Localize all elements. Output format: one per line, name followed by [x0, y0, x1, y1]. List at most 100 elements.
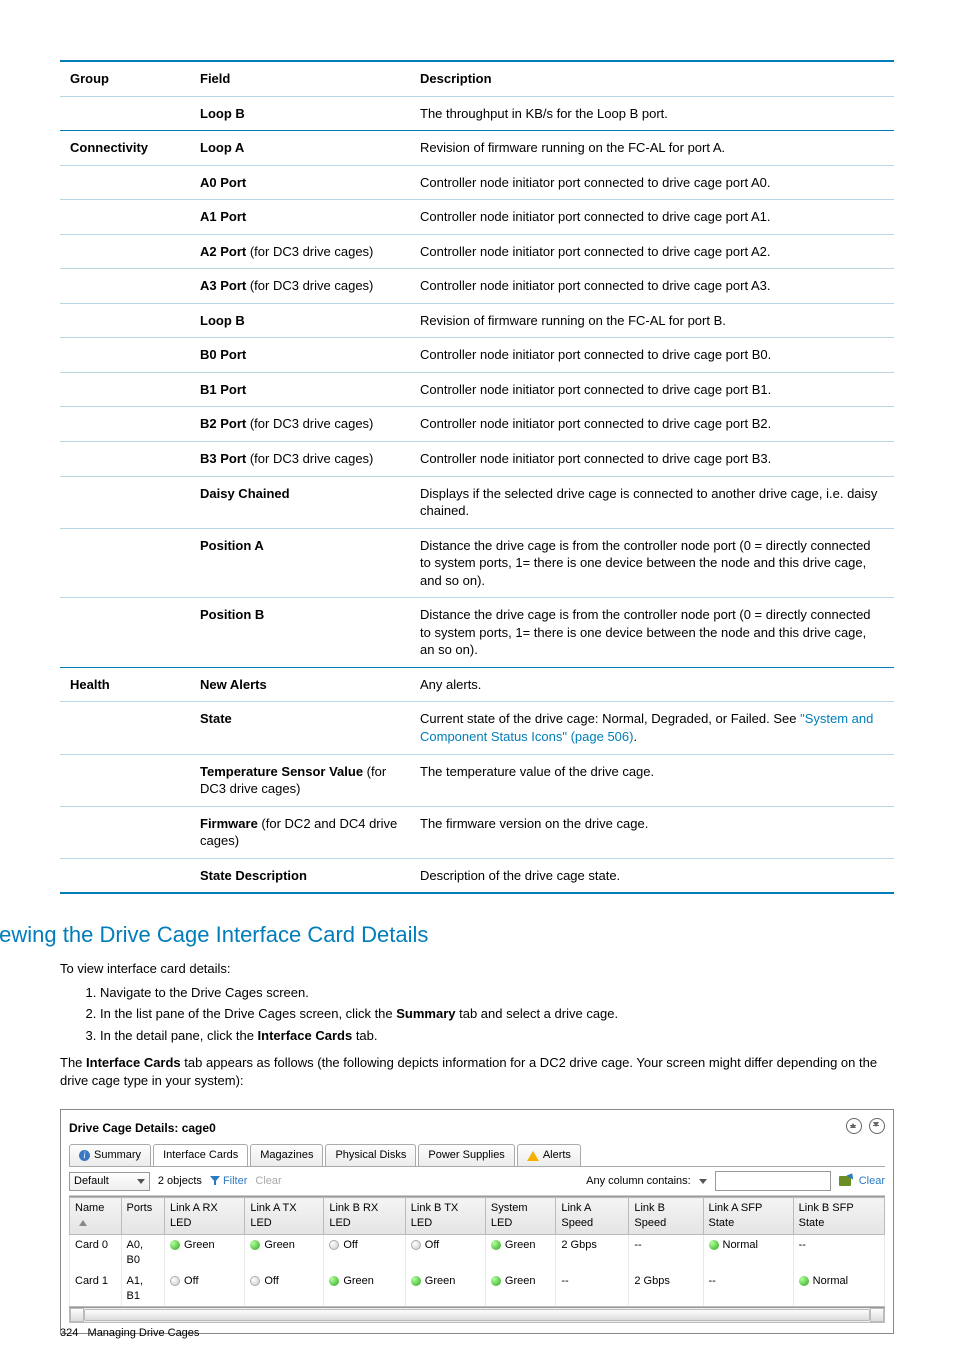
step-item: Navigate to the Drive Cages screen.	[100, 984, 894, 1002]
tab-note: The Interface Cards tab appears as follo…	[60, 1054, 894, 1089]
field-cell: New Alerts	[190, 667, 410, 702]
led-icon	[250, 1240, 260, 1250]
group-cell	[60, 407, 190, 442]
field-cell: State	[190, 702, 410, 754]
warning-icon	[527, 1151, 539, 1161]
group-cell	[60, 200, 190, 235]
field-cell: B3 Port (for DC3 drive cages)	[190, 442, 410, 477]
led-icon	[491, 1240, 501, 1250]
grid-header[interactable]: Link B RX LED	[324, 1198, 405, 1235]
led-icon	[170, 1276, 180, 1286]
tab-magazines[interactable]: Magazines	[250, 1144, 323, 1166]
tab-summary[interactable]: iSummary	[69, 1144, 151, 1166]
group-cell	[60, 269, 190, 304]
description-cell: Current state of the drive cage: Normal,…	[410, 702, 894, 754]
object-count: 2 objects	[158, 1174, 202, 1189]
group-cell	[60, 806, 190, 858]
col-field: Field	[190, 61, 410, 96]
field-cell: B2 Port (for DC3 drive cages)	[190, 407, 410, 442]
group-cell	[60, 476, 190, 528]
grid-cell: Off	[165, 1271, 245, 1307]
led-icon	[329, 1276, 339, 1286]
grid-header[interactable]: Link B SFP State	[793, 1198, 884, 1235]
grid-header[interactable]: Name	[70, 1198, 122, 1235]
panel-toolbar: Default 2 objects Filter Clear Any colum…	[69, 1167, 885, 1196]
led-icon	[411, 1276, 421, 1286]
export-icon[interactable]	[839, 1176, 851, 1186]
grid-cell: --	[703, 1271, 793, 1307]
field-cell: Position B	[190, 598, 410, 668]
led-icon	[709, 1240, 719, 1250]
collapse-down-icon[interactable]	[869, 1118, 885, 1134]
description-cell: Displays if the selected drive cage is c…	[410, 476, 894, 528]
collapse-up-icon[interactable]	[846, 1118, 862, 1134]
group-cell	[60, 372, 190, 407]
grid-cell: A1, B1	[121, 1271, 165, 1307]
tab-power-supplies[interactable]: Power Supplies	[418, 1144, 514, 1166]
grid-cell: Green	[245, 1235, 324, 1271]
description-cell: Controller node initiator port connected…	[410, 338, 894, 373]
led-icon	[411, 1240, 421, 1250]
description-cell: Revision of firmware running on the FC-A…	[410, 131, 894, 166]
xref-link[interactable]: "System and Component Status Icons" (pag…	[420, 711, 873, 744]
grid-header[interactable]: Link A TX LED	[245, 1198, 324, 1235]
group-cell	[60, 858, 190, 893]
grid-header[interactable]: Link A RX LED	[165, 1198, 245, 1235]
grid-cell: Off	[324, 1235, 405, 1271]
view-select[interactable]: Default	[69, 1172, 150, 1191]
filter-icon	[210, 1176, 220, 1184]
description-cell: Controller node initiator port connected…	[410, 165, 894, 200]
filter-button[interactable]: Filter	[210, 1174, 248, 1189]
grid-cell: Off	[245, 1271, 324, 1307]
clear-filter-button[interactable]: Clear	[255, 1174, 281, 1189]
grid-header[interactable]: Ports	[121, 1198, 165, 1235]
description-cell: The temperature value of the drive cage.	[410, 754, 894, 806]
description-cell: Controller node initiator port connected…	[410, 200, 894, 235]
led-icon	[170, 1240, 180, 1250]
grid-cell: --	[629, 1235, 703, 1271]
tab-alerts[interactable]: Alerts	[517, 1144, 581, 1166]
field-cell: A2 Port (for DC3 drive cages)	[190, 234, 410, 269]
grid-row[interactable]: Card 0A0, B0GreenGreenOffOffGreen2 Gbps-…	[70, 1235, 885, 1271]
grid-row[interactable]: Card 1A1, B1OffOffGreenGreenGreen--2 Gbp…	[70, 1271, 885, 1307]
details-panel: Drive Cage Details: cage0 iSummaryInterf…	[60, 1109, 894, 1334]
dropdown-arrow-icon[interactable]	[699, 1179, 707, 1184]
group-cell	[60, 338, 190, 373]
description-cell: Revision of firmware running on the FC-A…	[410, 303, 894, 338]
clear-button[interactable]: Clear	[859, 1174, 885, 1189]
description-cell: Description of the drive cage state.	[410, 858, 894, 893]
grid-header[interactable]: System LED	[485, 1198, 555, 1235]
tab-physical-disks[interactable]: Physical Disks	[325, 1144, 416, 1166]
tab-interface-cards[interactable]: Interface Cards	[153, 1144, 248, 1166]
grid-cell: Green	[485, 1271, 555, 1307]
field-cell: A3 Port (for DC3 drive cages)	[190, 269, 410, 304]
description-cell: Distance the drive cage is from the cont…	[410, 598, 894, 668]
grid-cell: 2 Gbps	[629, 1271, 703, 1307]
grid-cell: Green	[324, 1271, 405, 1307]
field-cell: Loop B	[190, 96, 410, 131]
reference-table: Group Field Description Loop BThe throug…	[60, 60, 894, 894]
grid-header[interactable]: Link B TX LED	[405, 1198, 485, 1235]
grid-cell: Normal	[793, 1271, 884, 1307]
field-cell: B1 Port	[190, 372, 410, 407]
grid-header[interactable]: Link B Speed	[629, 1198, 703, 1235]
group-cell: Health	[60, 667, 190, 702]
field-cell: Temperature Sensor Value (for DC3 drive …	[190, 754, 410, 806]
horizontal-scrollbar[interactable]	[69, 1308, 885, 1323]
search-input[interactable]	[715, 1171, 831, 1191]
description-cell: The firmware version on the drive cage.	[410, 806, 894, 858]
grid-header[interactable]: Link A SFP State	[703, 1198, 793, 1235]
group-cell	[60, 165, 190, 200]
intro-text: To view interface card details:	[60, 960, 894, 978]
step-item: In the list pane of the Drive Cages scre…	[100, 1005, 894, 1023]
grid-cell: --	[793, 1235, 884, 1271]
grid-header[interactable]: Link A Speed	[556, 1198, 629, 1235]
steps-list: Navigate to the Drive Cages screen. In th…	[60, 984, 894, 1045]
field-cell: A1 Port	[190, 200, 410, 235]
field-cell: Daisy Chained	[190, 476, 410, 528]
group-cell	[60, 234, 190, 269]
group-cell	[60, 598, 190, 668]
group-cell	[60, 96, 190, 131]
description-cell: The throughput in KB/s for the Loop B po…	[410, 96, 894, 131]
section-heading: Viewing the Drive Cage Interface Card De…	[0, 920, 894, 950]
